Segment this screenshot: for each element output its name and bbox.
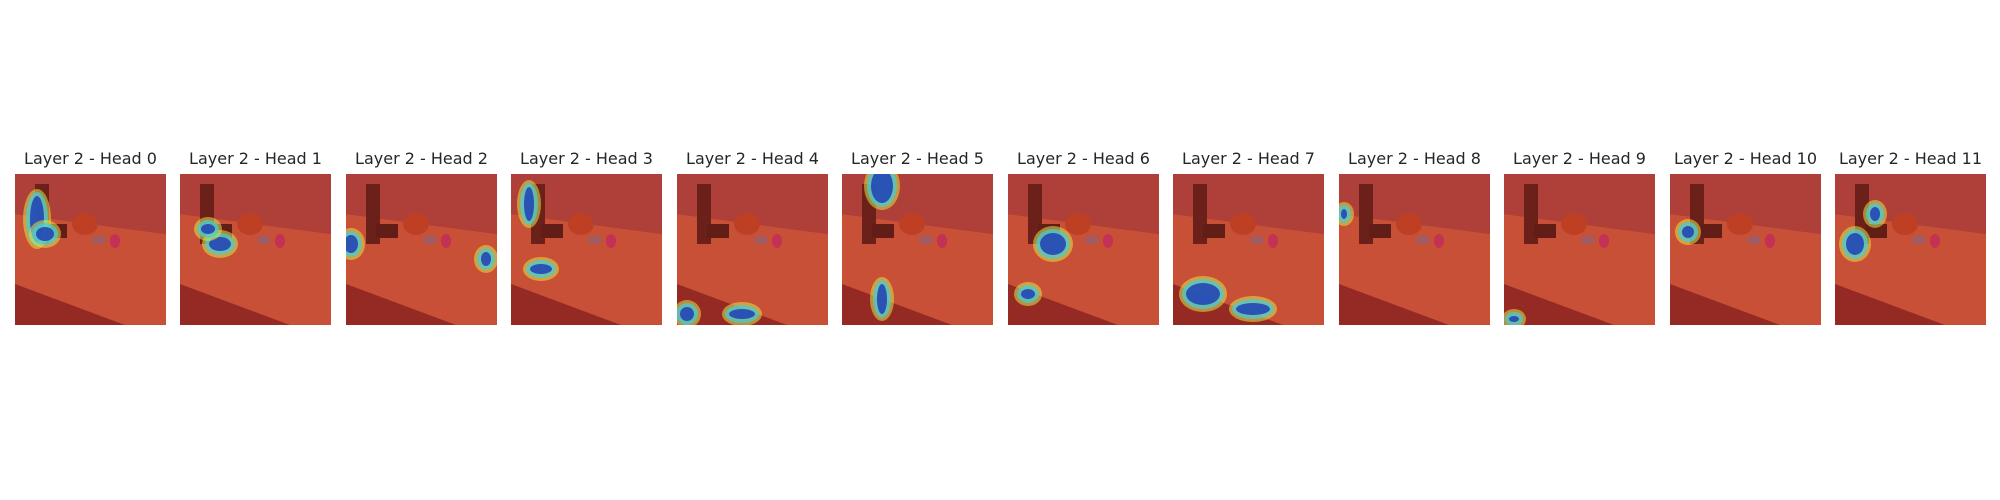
attention-panel-head-7: Layer 2 - Head 7 xyxy=(1173,148,1324,325)
scene xyxy=(346,174,497,325)
attention-panel-head-2: Layer 2 - Head 2 xyxy=(346,148,497,325)
scene xyxy=(511,174,662,325)
attention-heatmap-image xyxy=(842,174,993,325)
panel-title: Layer 2 - Head 10 xyxy=(1673,149,1818,168)
scene xyxy=(1173,174,1324,325)
scene xyxy=(15,174,166,325)
attention-heatmap-image xyxy=(1173,174,1324,325)
attention-panel-head-4: Layer 2 - Head 4 xyxy=(677,148,828,325)
panel-title: Layer 2 - Head 9 xyxy=(1513,149,1646,168)
panel-title: Layer 2 - Head 0 xyxy=(24,149,157,168)
panel-title: Layer 2 - Head 3 xyxy=(520,149,653,168)
attention-heatmap-image xyxy=(180,174,331,325)
scene xyxy=(1835,174,1986,325)
attention-heatmap-image xyxy=(677,174,828,325)
attention-heatmap-image xyxy=(15,174,166,325)
attention-heatmap-image xyxy=(1339,174,1490,325)
panel-title: Layer 2 - Head 1 xyxy=(189,149,322,168)
attention-panel-head-9: Layer 2 - Head 9 xyxy=(1504,148,1655,325)
panel-title: Layer 2 - Head 7 xyxy=(1182,149,1315,168)
attention-heatmap-image xyxy=(1835,174,1986,325)
attention-panel-head-3: Layer 2 - Head 3 xyxy=(511,148,662,325)
scene xyxy=(180,174,331,325)
attention-panel-head-1: Layer 2 - Head 1 xyxy=(180,148,331,325)
attention-panel-head-8: Layer 2 - Head 8 xyxy=(1339,148,1490,325)
attention-panel-head-0: Layer 2 - Head 0 xyxy=(15,148,166,325)
panel-title: Layer 2 - Head 6 xyxy=(1017,149,1150,168)
scene xyxy=(842,174,993,325)
scene xyxy=(1670,174,1821,325)
attention-heatmap-image xyxy=(346,174,497,325)
attention-heatmap-image xyxy=(1008,174,1159,325)
panel-title: Layer 2 - Head 8 xyxy=(1348,149,1481,168)
panel-title: Layer 2 - Head 5 xyxy=(851,149,984,168)
attention-heatmap-image xyxy=(511,174,662,325)
attention-heatmap-image xyxy=(1504,174,1655,325)
attention-panel-head-11: Layer 2 - Head 11 xyxy=(1835,148,1986,325)
panel-title: Layer 2 - Head 4 xyxy=(686,149,819,168)
attention-panel-head-6: Layer 2 - Head 6 xyxy=(1008,148,1159,325)
scene xyxy=(1504,174,1655,325)
attention-heatmap-image xyxy=(1670,174,1821,325)
panel-title: Layer 2 - Head 11 xyxy=(1838,149,1983,168)
scene xyxy=(1008,174,1159,325)
scene xyxy=(677,174,828,325)
attention-panel-head-10: Layer 2 - Head 10 xyxy=(1670,148,1821,325)
attention-panel-head-5: Layer 2 - Head 5 xyxy=(842,148,993,325)
scene xyxy=(1339,174,1490,325)
panel-title: Layer 2 - Head 2 xyxy=(355,149,488,168)
